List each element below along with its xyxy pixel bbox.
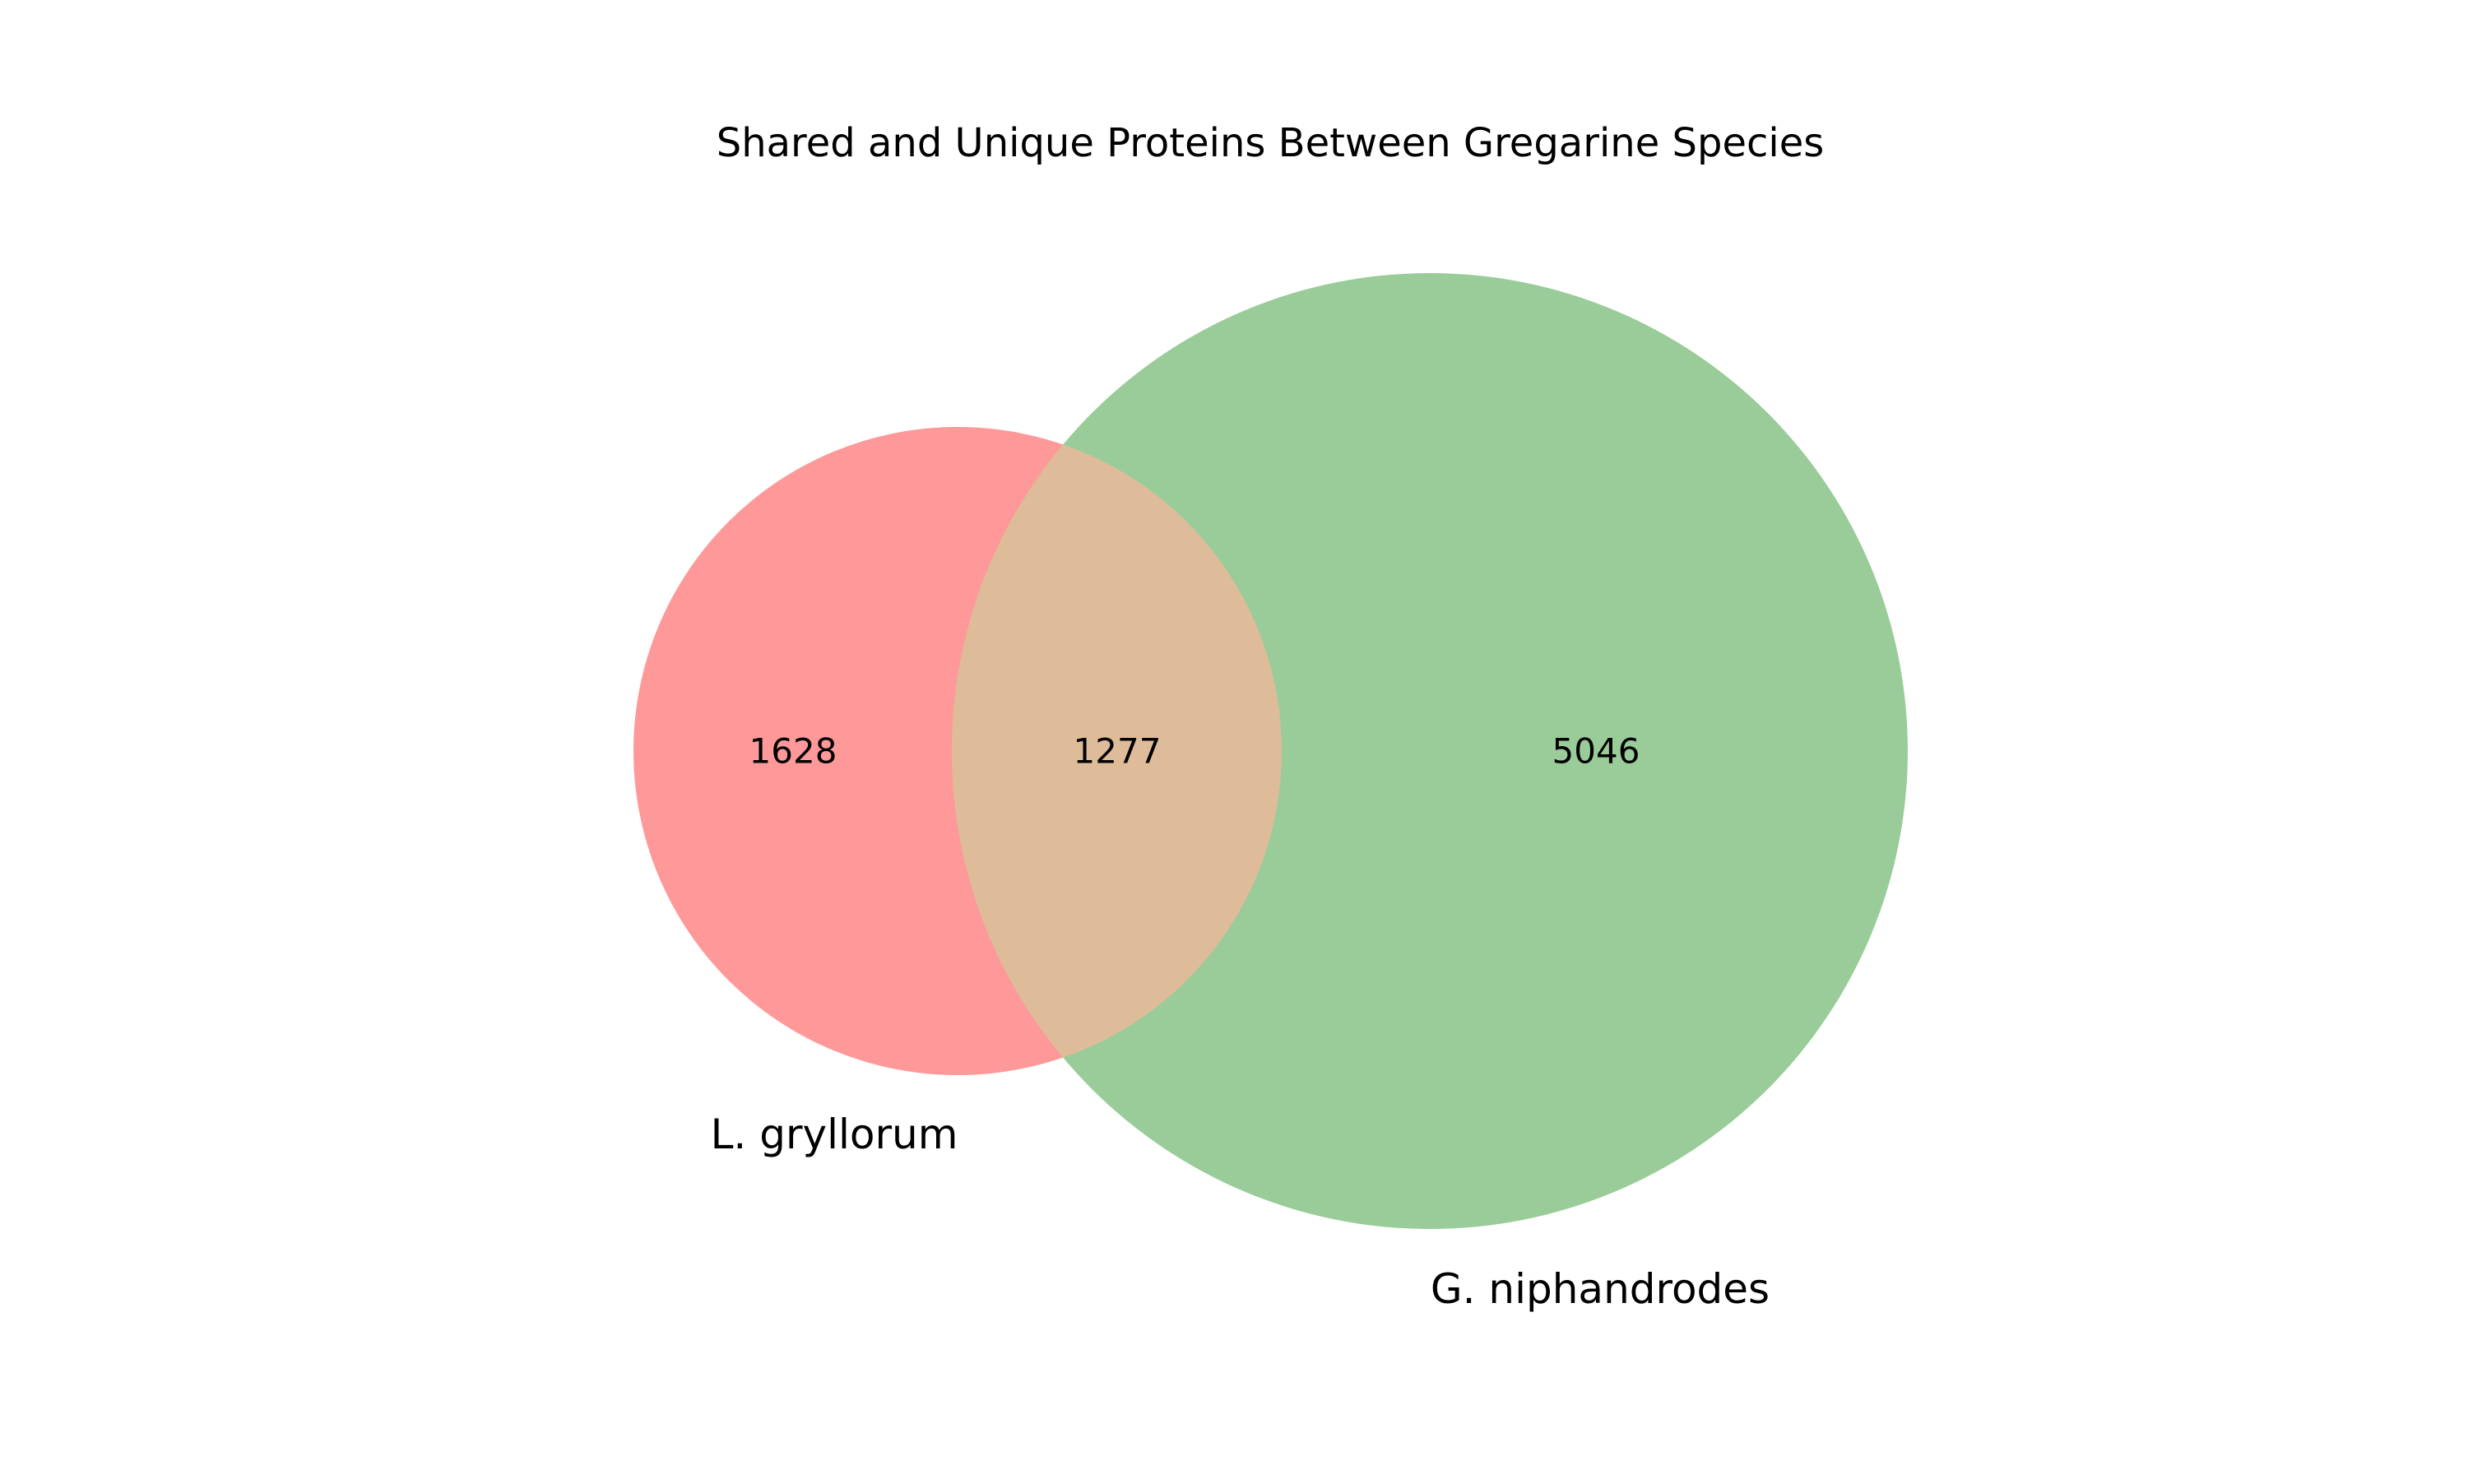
set-circle-g-niphandrodes [952,273,1908,1229]
set-label-l-gryllorum: L. gryllorum [711,1111,958,1158]
set-label-g-niphandrodes: G. niphandrodes [1431,1265,1770,1313]
region-count-l-gryllorum-only: 1628 [749,731,837,772]
region-count-shared: 1277 [1074,731,1162,772]
region-count-g-niphandrodes-only: 5046 [1552,731,1640,772]
chart-title: Shared and Unique Proteins Between Grega… [717,120,1824,166]
